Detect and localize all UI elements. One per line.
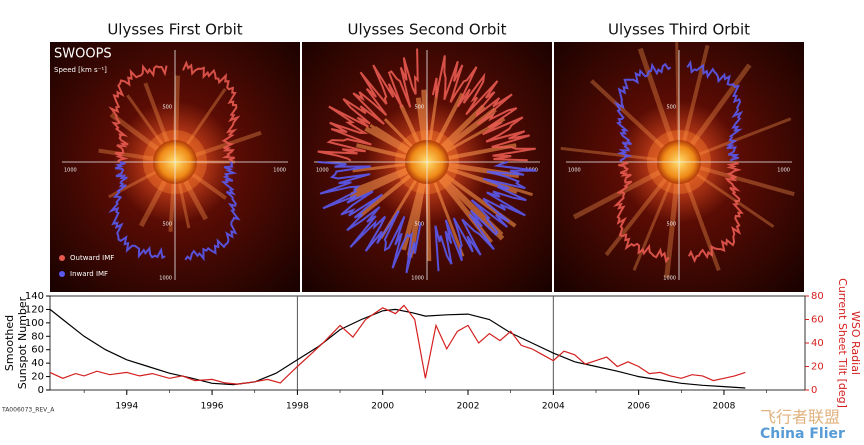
y2-tick-label: 40 (811, 338, 824, 349)
ring-label: 1000 (159, 276, 172, 282)
ring-label: 1000 (273, 168, 286, 174)
legend-dot (59, 255, 65, 261)
x-tick-label: 1998 (286, 402, 309, 412)
series-line (49, 304, 746, 385)
ring-label: 1000 (663, 276, 676, 282)
x-tick-label: 1996 (201, 402, 224, 412)
speed-trace (431, 55, 536, 162)
panel-title: Ulysses Second Orbit (348, 21, 507, 39)
ring-label: 1000 (568, 168, 581, 174)
x-tick-label: 2000 (371, 402, 394, 412)
speed-trace (613, 62, 672, 162)
y2-tick-label: 0 (811, 385, 817, 396)
ring-label: 500 (414, 105, 424, 111)
ring-label: 1000 (316, 168, 329, 174)
y2-tick-label: 60 (811, 315, 824, 326)
legend-label: Inward IMF (70, 270, 108, 278)
y-tick-label: 140 (25, 291, 44, 302)
y2-axis-label: Current Sheet Tilt [deg] (836, 278, 849, 408)
y-tick-label: 120 (25, 304, 44, 315)
y2-tick-label: 80 (811, 291, 824, 302)
plot-frame (49, 295, 806, 391)
ring-label: 500 (666, 105, 676, 111)
y-tick-label: 100 (25, 318, 44, 329)
y2-axis-label: WSO Radial (849, 311, 862, 375)
speed-trace (108, 161, 166, 260)
watermark-cn: 飞行者联盟 (760, 408, 840, 427)
ring-label: 500 (162, 222, 172, 228)
speed-trace (317, 48, 419, 162)
x-tick-label: 2008 (713, 402, 736, 412)
ring-label: 500 (162, 105, 172, 111)
speed-label: Speed [km s⁻¹] (54, 66, 107, 74)
speed-trace (182, 60, 241, 162)
x-tick-label: 2002 (457, 402, 480, 412)
speed-trace (434, 161, 537, 272)
x-tick-label: 2004 (542, 402, 565, 412)
instrument-label: SWOOPS (54, 47, 112, 62)
panel-title: Ulysses Third Orbit (608, 21, 750, 39)
series-line (49, 308, 746, 389)
y-tick-label: 60 (31, 345, 44, 356)
watermark-en: China Flier (760, 426, 845, 442)
y-axis-label: Sunspot Number (16, 296, 29, 389)
ring-label: 500 (666, 222, 676, 228)
x-tick-label: 2006 (627, 402, 650, 412)
ring-label: 1000 (64, 168, 77, 174)
y-tick-label: 20 (31, 372, 44, 383)
speed-trace (613, 161, 670, 264)
ring-label: 1000 (411, 276, 424, 282)
footnote: TA006073_REV_A (1, 407, 55, 414)
y-tick-label: 0 (38, 385, 44, 396)
speed-trace (317, 161, 422, 274)
ring-label: 1000 (777, 168, 790, 174)
panel-title: Ulysses First Orbit (107, 21, 242, 39)
ring-label: 500 (414, 222, 424, 228)
speed-trace (686, 59, 744, 162)
y-tick-label: 80 (31, 331, 44, 342)
x-tick-label: 1994 (115, 402, 138, 412)
legend-dot (59, 271, 65, 277)
speed-trace (184, 161, 241, 262)
speed-trace (687, 161, 744, 264)
y-axis-label: Smoothed (3, 315, 16, 371)
legend-label: Outward IMF (70, 254, 114, 262)
y2-tick-label: 20 (811, 362, 824, 373)
speed-trace (108, 63, 168, 162)
y-tick-label: 40 (31, 358, 44, 369)
